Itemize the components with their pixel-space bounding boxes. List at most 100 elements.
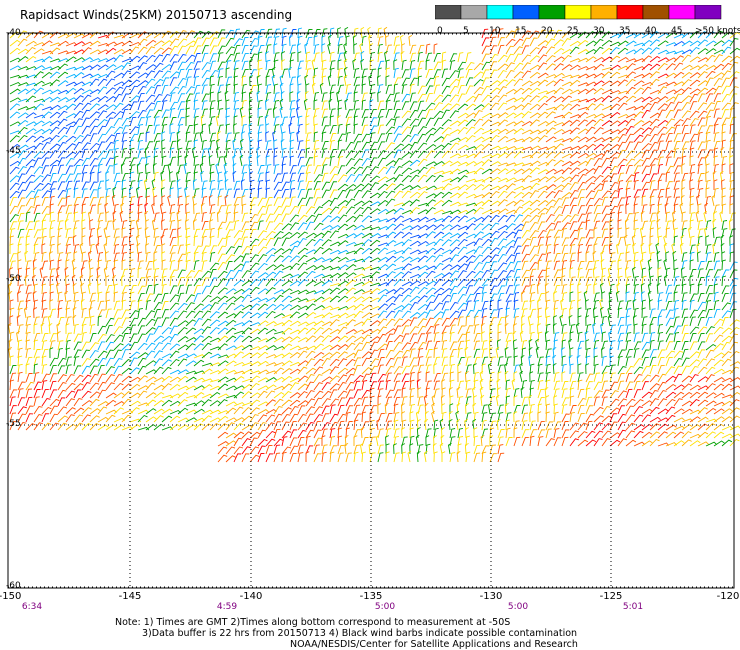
wind-barb bbox=[449, 201, 462, 207]
wind-barb bbox=[441, 160, 453, 167]
wind-barb bbox=[657, 188, 665, 199]
wind-barb bbox=[649, 323, 654, 335]
wind-barb bbox=[528, 355, 533, 367]
wind-barb bbox=[329, 404, 336, 415]
wind-barb bbox=[633, 189, 642, 199]
wind-barb bbox=[528, 395, 533, 407]
wind-barb bbox=[721, 335, 733, 343]
wind-barb bbox=[241, 407, 252, 415]
wind-barb bbox=[17, 112, 29, 119]
wind-barb bbox=[297, 289, 309, 295]
wind-barb bbox=[479, 370, 484, 383]
wind-barb bbox=[537, 230, 547, 239]
wind-barb bbox=[473, 300, 480, 311]
wind-barb bbox=[321, 181, 330, 191]
wind-barb bbox=[9, 65, 21, 71]
wind-barb bbox=[161, 139, 166, 151]
wind-barb bbox=[361, 200, 373, 207]
wind-barb bbox=[529, 103, 541, 111]
wind-barb bbox=[25, 66, 38, 71]
wind-barb bbox=[401, 303, 412, 311]
wind-barb bbox=[256, 75, 261, 87]
wind-barb bbox=[153, 70, 163, 79]
wind-barb bbox=[473, 262, 483, 271]
wind-barb bbox=[608, 299, 613, 311]
wind-barb bbox=[417, 356, 424, 367]
wind-barb bbox=[697, 317, 705, 327]
wind-barb bbox=[561, 120, 573, 127]
wind-barb bbox=[329, 389, 338, 399]
wind-barb bbox=[512, 331, 517, 343]
wind-barb bbox=[681, 267, 685, 279]
wind-barb bbox=[393, 52, 400, 63]
wind-barb bbox=[449, 129, 461, 135]
wind-barb bbox=[377, 183, 389, 191]
wind-barb bbox=[520, 355, 525, 367]
wind-barb bbox=[153, 268, 160, 279]
wind-barb bbox=[17, 397, 26, 407]
wind-barb bbox=[321, 248, 333, 255]
wind-barb bbox=[704, 155, 709, 167]
wind-barb bbox=[577, 283, 582, 295]
wind-barb bbox=[65, 398, 75, 407]
wind-barb bbox=[217, 253, 226, 263]
wind-barb bbox=[409, 174, 420, 183]
wind-barb bbox=[249, 392, 261, 399]
wind-barb bbox=[176, 179, 181, 191]
wind-barb bbox=[505, 137, 518, 143]
wind-barb bbox=[513, 38, 524, 47]
lat-label-50: -50 bbox=[6, 274, 21, 284]
wind-barb bbox=[593, 415, 604, 423]
wind-barb bbox=[553, 176, 565, 183]
wind-barb bbox=[529, 55, 540, 63]
wind-barb bbox=[409, 249, 421, 255]
wind-barb bbox=[601, 89, 613, 95]
wind-barb bbox=[137, 157, 146, 167]
wind-barb bbox=[521, 238, 531, 247]
wind-barb bbox=[393, 116, 400, 127]
wind-barb bbox=[433, 170, 446, 175]
wind-barb bbox=[433, 231, 445, 239]
wind-barb bbox=[49, 275, 54, 287]
wind-barb bbox=[721, 203, 727, 215]
wind-barb bbox=[225, 269, 235, 279]
wind-barb bbox=[329, 108, 336, 119]
wind-barb bbox=[305, 28, 313, 39]
wind-barb bbox=[385, 318, 396, 327]
wind-barb bbox=[89, 324, 96, 335]
wind-barb bbox=[161, 408, 173, 415]
wind-barb bbox=[17, 157, 27, 167]
wind-barb bbox=[481, 315, 487, 327]
wind-barb bbox=[321, 131, 327, 143]
wind-barb bbox=[57, 227, 63, 239]
wind-barb bbox=[73, 57, 85, 63]
wind-barb bbox=[25, 423, 36, 431]
wind-barb bbox=[609, 157, 618, 167]
wind-barb bbox=[473, 246, 483, 255]
wind-barb bbox=[713, 440, 725, 447]
wind-barb bbox=[505, 145, 518, 151]
wind-barb bbox=[257, 180, 264, 191]
wind-barb bbox=[241, 179, 245, 191]
wind-barb bbox=[577, 221, 586, 231]
wind-barb bbox=[121, 383, 132, 391]
wind-barb bbox=[377, 388, 384, 399]
wind-barb bbox=[105, 399, 117, 407]
wind-barb bbox=[161, 275, 167, 287]
wind-barb bbox=[633, 307, 639, 319]
wind-barb bbox=[681, 187, 685, 199]
wind-barb bbox=[649, 47, 660, 55]
wind-barb bbox=[137, 409, 150, 415]
wind-barb bbox=[601, 380, 608, 391]
wind-barb bbox=[697, 276, 705, 287]
wind-barb bbox=[257, 230, 267, 239]
wind-barb bbox=[65, 56, 77, 63]
wind-barb bbox=[137, 325, 146, 335]
wind-barb bbox=[473, 118, 484, 127]
wind-barb bbox=[105, 299, 111, 311]
wind-barb bbox=[193, 219, 197, 231]
wind-barb bbox=[537, 411, 542, 423]
wind-barb bbox=[633, 141, 642, 151]
wind-barb bbox=[265, 377, 277, 383]
wind-barb bbox=[321, 288, 333, 295]
